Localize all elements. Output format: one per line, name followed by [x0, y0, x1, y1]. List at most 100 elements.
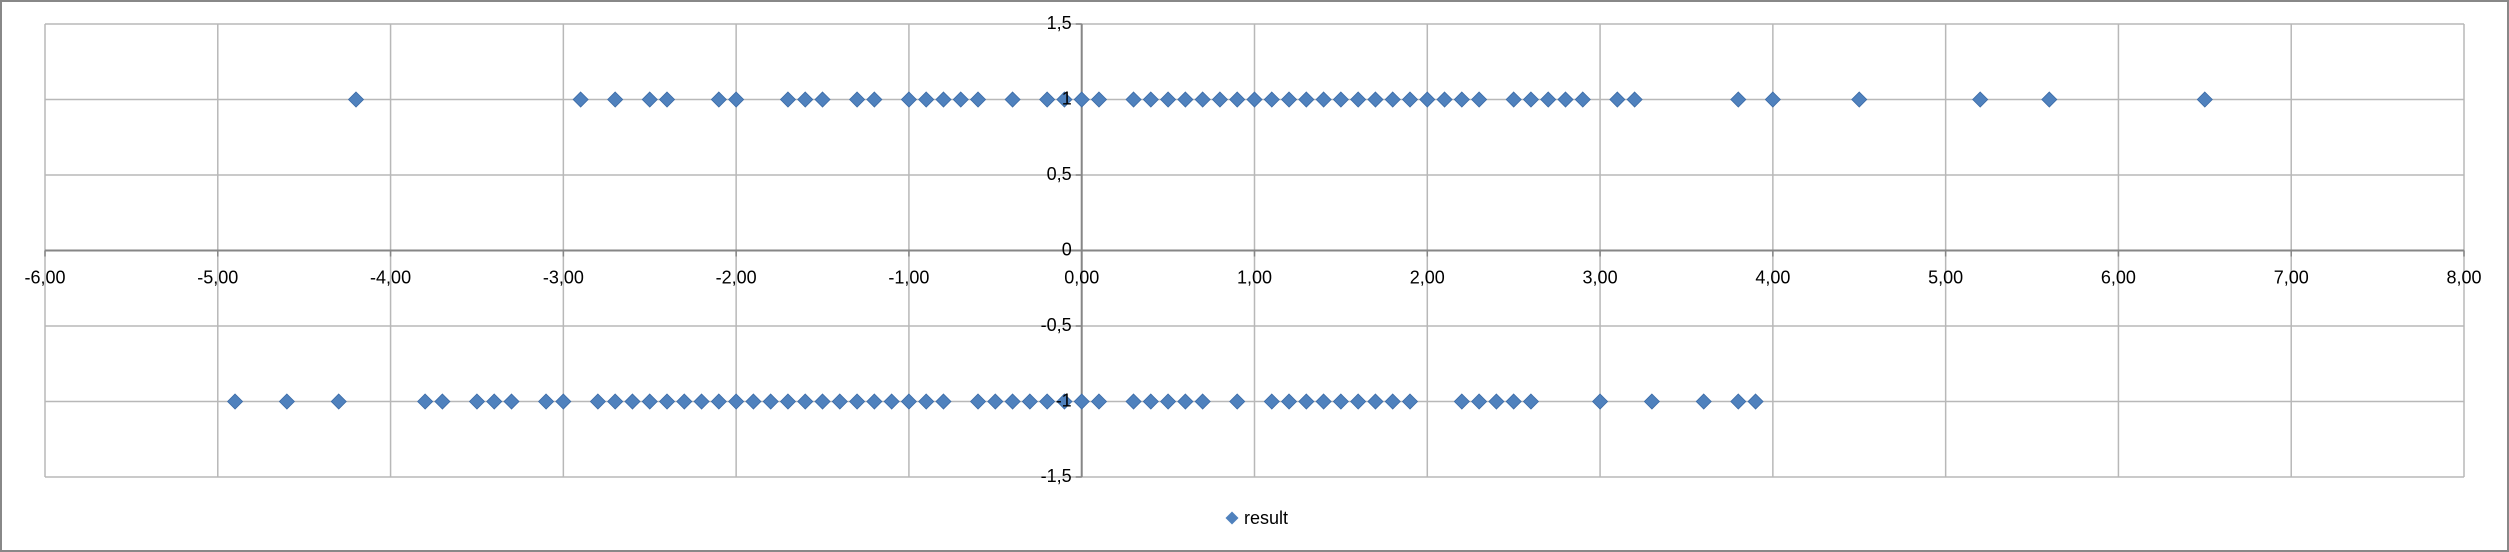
data-point — [1298, 393, 1315, 410]
x-tick-label: 0,00 — [1064, 267, 1099, 287]
data-point — [1972, 91, 1989, 108]
data-point — [1039, 91, 1056, 108]
data-point — [1315, 393, 1332, 410]
data-point — [969, 393, 987, 410]
x-tick-label: -6,00 — [24, 267, 65, 287]
data-point — [658, 393, 676, 410]
data-point — [883, 393, 900, 410]
data-point — [1384, 393, 1401, 410]
data-point — [1142, 393, 1159, 410]
data-point — [278, 393, 295, 410]
data-point — [1436, 91, 1453, 108]
data-point — [1229, 393, 1246, 410]
data-point — [831, 393, 848, 410]
data-point — [710, 393, 727, 410]
data-point — [1004, 91, 1021, 108]
data-point — [797, 393, 814, 410]
data-point — [1263, 91, 1280, 108]
x-tick-label: 2,00 — [1410, 267, 1445, 287]
data-point — [745, 393, 762, 410]
data-point — [1125, 91, 1142, 108]
data-point — [1280, 91, 1298, 108]
data-point — [2041, 91, 2058, 108]
data-point — [866, 91, 883, 108]
data-point — [814, 393, 831, 410]
data-point — [900, 91, 917, 108]
data-point — [1073, 393, 1090, 410]
y-tick-label: 0 — [1062, 239, 1072, 259]
legend-label: result — [1244, 508, 1288, 528]
data-point — [1764, 91, 1781, 108]
data-point — [434, 393, 451, 410]
data-point — [486, 393, 503, 410]
data-point — [1522, 393, 1540, 410]
data-point — [1505, 91, 1522, 108]
marks — [226, 91, 2213, 410]
data-point — [1004, 393, 1021, 410]
x-tick-label: 1,00 — [1237, 267, 1272, 287]
data-point — [607, 91, 624, 108]
y-tick-label: -1,5 — [1041, 466, 1072, 486]
data-point — [641, 91, 658, 108]
data-point — [1142, 91, 1159, 108]
data-point — [935, 91, 952, 108]
data-point — [503, 393, 520, 410]
data-point — [849, 393, 866, 410]
data-point — [918, 91, 935, 108]
x-tick-label: -3,00 — [543, 267, 584, 287]
data-point — [1125, 393, 1142, 410]
data-point — [1522, 91, 1540, 108]
data-point — [1177, 393, 1194, 410]
data-point — [1851, 91, 1868, 108]
data-point — [1280, 393, 1298, 410]
data-point — [676, 393, 693, 410]
data-point — [1643, 393, 1660, 410]
data-point — [226, 393, 244, 410]
data-point — [969, 91, 987, 108]
data-point — [555, 393, 572, 410]
data-point — [468, 393, 486, 410]
data-point — [1626, 91, 1643, 108]
data-point — [1056, 91, 1073, 108]
data-point — [849, 91, 866, 108]
data-point — [1384, 91, 1401, 108]
data-point — [1367, 91, 1384, 108]
data-point — [1332, 393, 1349, 410]
data-point — [1039, 393, 1056, 410]
data-point — [762, 393, 779, 410]
data-point — [779, 91, 797, 108]
x-tick-label: -1,00 — [888, 267, 929, 287]
data-point — [1540, 91, 1557, 108]
data-point — [1315, 91, 1332, 108]
data-point — [1298, 91, 1315, 108]
data-point — [1211, 91, 1229, 108]
data-point — [2196, 91, 2213, 108]
data-point — [1367, 393, 1384, 410]
data-point — [1747, 393, 1764, 410]
x-tick-label: -5,00 — [197, 267, 238, 287]
data-point — [1488, 393, 1505, 410]
x-tick-label: 5,00 — [1928, 267, 1963, 287]
y-tick-label: -1 — [1056, 390, 1072, 410]
data-point — [1453, 393, 1470, 410]
data-point — [1471, 91, 1488, 108]
data-point — [538, 393, 555, 410]
data-point — [1401, 393, 1419, 410]
y-tick-label: 0,5 — [1047, 164, 1072, 184]
data-point — [1263, 393, 1280, 410]
legend-marker — [1225, 511, 1239, 525]
data-point — [918, 393, 935, 410]
data-point — [1592, 393, 1609, 410]
data-point — [1419, 91, 1436, 108]
data-point — [624, 393, 641, 410]
data-point — [1246, 91, 1263, 108]
x-tick-label: 4,00 — [1755, 267, 1790, 287]
data-point — [589, 393, 606, 410]
data-point — [1557, 91, 1574, 108]
data-point — [779, 393, 797, 410]
data-point — [1609, 91, 1626, 108]
x-tick-label: -2,00 — [716, 267, 757, 287]
x-tick-label: 6,00 — [2101, 267, 2136, 287]
y-tick-label: 1,5 — [1047, 13, 1072, 33]
